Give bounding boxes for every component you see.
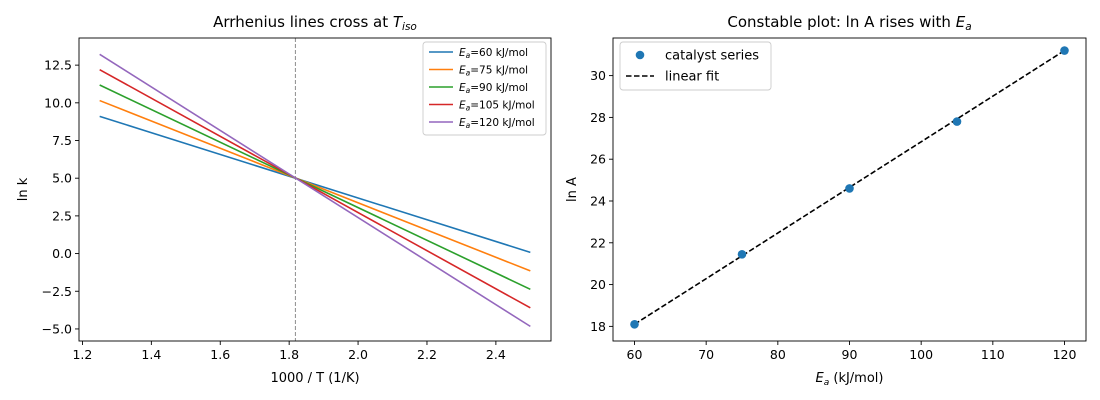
y-tick-label: 5.0 (52, 171, 72, 186)
x-tick-label: 90 (842, 347, 858, 362)
x-tick-label: 2.0 (348, 347, 368, 362)
y-axis-label: ln k (16, 177, 31, 201)
y-tick-label: 10.0 (44, 95, 72, 110)
y-tick-label: 7.5 (52, 133, 72, 148)
data-point (1060, 46, 1069, 55)
x-tick-label: 1.6 (210, 347, 230, 362)
series-line-0 (99, 115, 531, 254)
data-point (845, 184, 854, 193)
arrhenius-panel: 1.2 1.4 1.6 1.8 2.0 2.2 2.4 −5.0 −2.5 0.0 2.5 5.0 7.… (16, 13, 552, 386)
x-axis-label: Ea (kJ/mol) (816, 371, 884, 388)
x-tick-label: 60 (627, 347, 643, 362)
chart-title: Arrhenius lines cross at Tiso (213, 13, 417, 33)
series-line-2 (99, 84, 531, 291)
y-tick-label: 22 (590, 235, 606, 250)
legend-box (619, 41, 772, 91)
x-tick-label: 1.8 (279, 347, 299, 362)
legend-marker (635, 50, 645, 60)
legend-label-points: catalyst series (665, 49, 759, 64)
y-tick-label: 12.5 (44, 58, 72, 73)
data-point (737, 249, 747, 259)
x-tick-label: 70 (698, 347, 714, 362)
legend-label-fit: linear fit (665, 70, 719, 85)
series-line-1 (99, 99, 531, 272)
legend-label-0: Ea=60 kJ/mol (459, 47, 528, 60)
x-tick-label: 1.4 (141, 347, 161, 362)
y-tick-label: −2.5 (42, 284, 72, 299)
chart-title: Constable plot: ln A rises with Ea (727, 13, 971, 33)
data-point (630, 319, 639, 329)
y-tick-label: 24 (590, 193, 606, 208)
data-point (952, 117, 962, 126)
series-line-3 (99, 68, 531, 309)
y-tick-label: 28 (590, 110, 606, 125)
constable-panel: 60 70 80 90 100 110 120 18 20 22 24 26 28 30 Constable… (565, 13, 1087, 388)
legend: Ea=60 kJ/mol Ea=75 kJ/mol Ea=90 kJ/mol Ea=1… (422, 41, 547, 136)
y-axis-label: ln A (565, 177, 580, 202)
x-tick-label: 2.4 (486, 347, 506, 362)
legend-label-3: Ea=105 kJ/mol (459, 100, 535, 113)
y-tick-label: 20 (590, 277, 606, 292)
x-tick-label: 120 (1053, 347, 1077, 362)
legend-box (422, 41, 547, 136)
axes-frame (78, 37, 552, 342)
y-tick-label: −5.0 (42, 321, 72, 336)
series-line-4 (99, 53, 531, 328)
x-tick-label: 80 (770, 347, 786, 362)
y-tick-label: 0.0 (52, 246, 72, 261)
x-tick-label: 100 (909, 347, 933, 362)
y-tick-label: 30 (590, 68, 606, 83)
legend: catalyst series linear fit (619, 41, 772, 91)
legend-label-2: Ea=90 kJ/mol (459, 82, 528, 95)
x-tick-label: 1.2 (72, 347, 92, 362)
legend-label-1: Ea=75 kJ/mol (459, 65, 528, 78)
x-tick-label: 2.2 (417, 347, 437, 362)
legend-label-4: Ea=120 kJ/mol (459, 117, 535, 130)
fit-line (634, 49, 1065, 325)
y-tick-label: 18 (590, 319, 606, 334)
y-tick-label: 26 (590, 152, 606, 167)
x-axis-label: 1000 / T (1/K) (270, 371, 359, 386)
y-tick-label: 2.5 (52, 208, 72, 223)
x-tick-label: 110 (981, 347, 1005, 362)
